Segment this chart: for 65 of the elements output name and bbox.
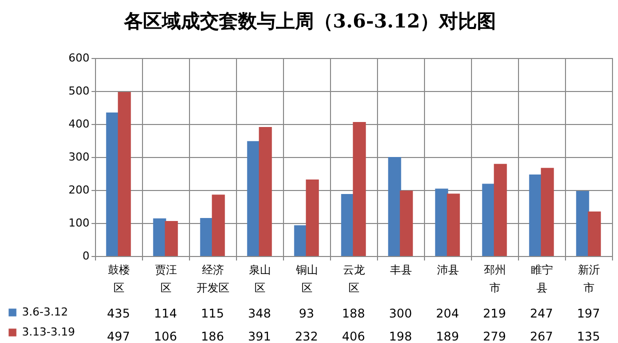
x-tick-label: 经济开发区	[196, 264, 230, 294]
bar	[529, 174, 542, 256]
data-label: 348	[248, 306, 271, 320]
x-tick-label: 铜山区	[295, 264, 318, 294]
bar	[306, 179, 319, 256]
data-label: 279	[483, 330, 506, 343]
bar	[540, 168, 554, 256]
data-label: 300	[389, 306, 412, 320]
y-tick-label: 400	[68, 118, 90, 130]
data-label: 189	[436, 330, 459, 343]
x-tick-label: 贾汪区	[155, 264, 177, 294]
x-tick-label: 邳州市	[484, 264, 506, 294]
bar	[352, 122, 366, 256]
data-label: 115	[201, 306, 224, 320]
bar	[588, 211, 601, 256]
x-tick-label: 沛县	[437, 264, 459, 276]
bar	[388, 157, 402, 256]
bar	[494, 164, 507, 256]
data-label: 188	[342, 306, 365, 320]
data-label: 391	[248, 330, 271, 343]
bar	[400, 190, 413, 256]
y-tick-label: 600	[68, 52, 90, 64]
data-label: 198	[389, 330, 412, 343]
data-label: 106	[154, 330, 177, 343]
bar	[153, 218, 166, 256]
bar	[247, 141, 260, 256]
bar	[435, 188, 448, 256]
bar	[258, 126, 272, 256]
bar	[212, 194, 225, 256]
bar	[446, 194, 460, 256]
bar	[482, 184, 496, 256]
data-label: 247	[530, 306, 553, 320]
bar	[341, 194, 354, 256]
x-tick-label: 新沂市	[578, 264, 600, 294]
data-label: 219	[483, 306, 506, 320]
bar	[294, 225, 308, 256]
x-tick-label: 云龙区	[343, 264, 365, 294]
legend-label: 3.13-3.19	[22, 326, 75, 338]
y-tick-label: 100	[68, 216, 90, 230]
y-tick-label: 500	[68, 84, 90, 98]
y-tick-label: 300	[68, 150, 90, 164]
data-label: 497	[107, 330, 130, 343]
bar	[118, 92, 131, 256]
y-tick-label: 0	[82, 250, 90, 262]
x-tick-label: 睢宁县	[531, 264, 553, 294]
data-label: 204	[436, 306, 459, 320]
bar	[200, 218, 214, 256]
bar	[106, 112, 120, 256]
data-label: 114	[154, 306, 177, 320]
data-label: 267	[530, 330, 553, 343]
bar	[164, 221, 178, 256]
bar	[576, 190, 590, 256]
y-tick-label: 200	[68, 184, 90, 196]
x-tick-label: 泉山区	[249, 264, 271, 294]
data-label: 186	[201, 330, 224, 343]
data-label: 435	[107, 306, 130, 320]
data-label: 135	[577, 330, 600, 343]
x-tick-label: 丰县	[390, 264, 412, 276]
data-label: 232	[295, 330, 318, 343]
x-tick-label: 鼓楼区	[108, 264, 130, 294]
data-label: 406	[342, 330, 365, 343]
chart-title: 各区域成交套数与上周（3.6-3.12）对比图	[122, 10, 496, 32]
data-label: 93	[298, 306, 314, 320]
legend-label: 3.6-3.12	[22, 306, 68, 318]
data-label: 197	[577, 306, 600, 320]
